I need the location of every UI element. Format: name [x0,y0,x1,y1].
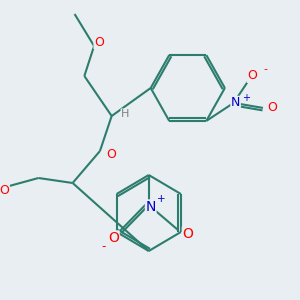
Text: O: O [0,184,9,196]
Text: -: - [102,241,106,254]
Text: H: H [121,109,130,119]
Text: O: O [94,35,104,49]
Text: O: O [108,231,119,245]
Text: -: - [264,64,268,74]
Text: N: N [231,96,240,110]
Text: O: O [268,101,278,114]
Text: O: O [247,69,257,82]
Text: O: O [107,148,117,160]
Text: +: + [157,194,166,204]
Text: N: N [146,200,156,214]
Text: O: O [182,227,193,241]
Text: +: + [242,93,250,103]
